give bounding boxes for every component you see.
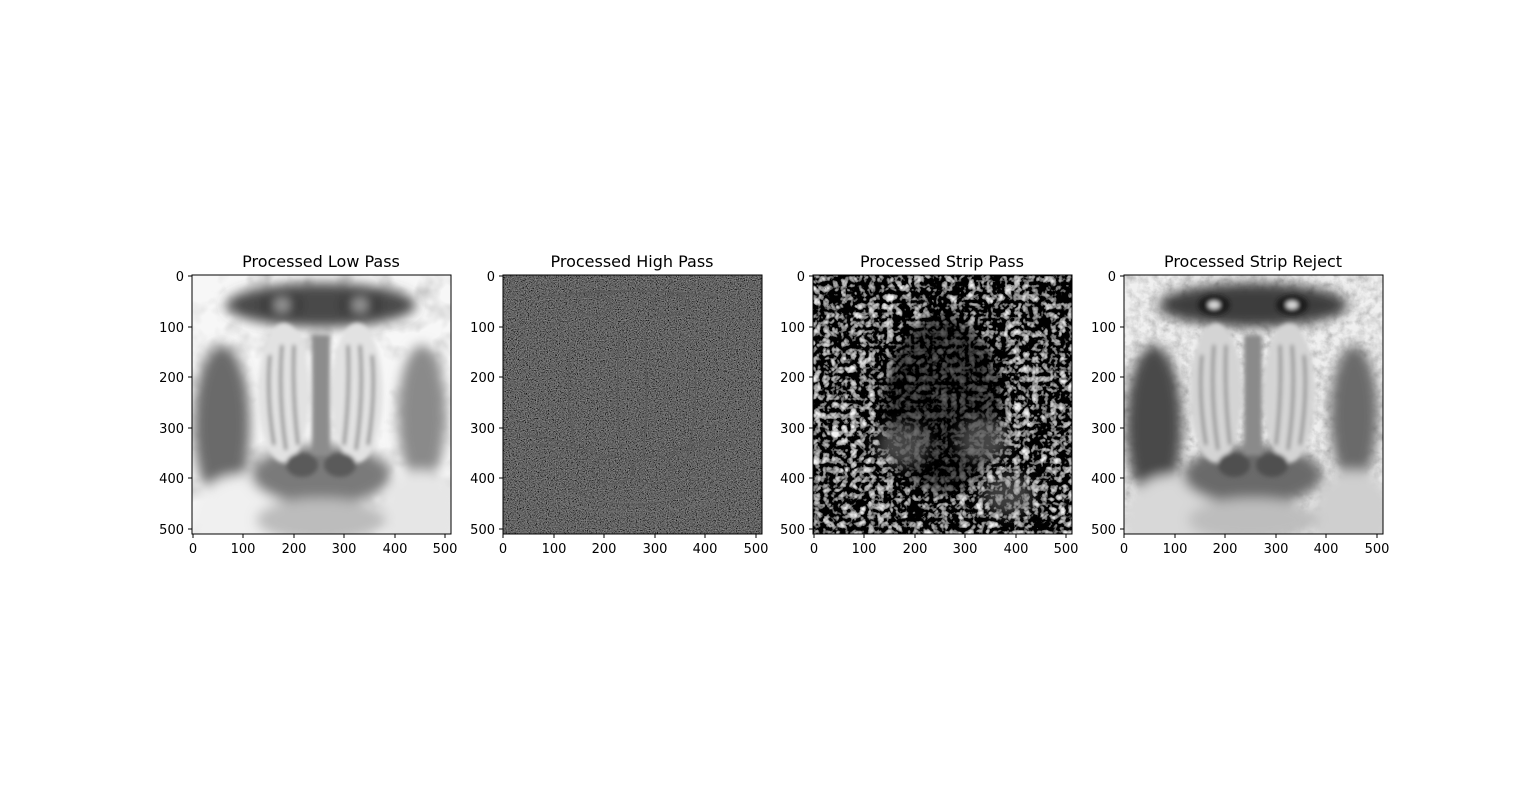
panel-low-pass: Processed Low Pass bbox=[159, 252, 458, 557]
y-tick-label: 100 bbox=[159, 321, 184, 336]
y-tick-label: 400 bbox=[1091, 472, 1116, 487]
y-tick-label: 500 bbox=[470, 523, 495, 538]
y-tick-label: 0 bbox=[487, 270, 495, 285]
panel-title-strip-pass: Processed Strip Pass bbox=[860, 252, 1024, 271]
x-tick-label: 200 bbox=[903, 542, 928, 557]
y-tick-label: 400 bbox=[470, 472, 495, 487]
y-axis-high-pass: 0 100 200 300 400 500 bbox=[470, 270, 503, 538]
y-tick-label: 0 bbox=[176, 270, 184, 285]
panel-image-strip-pass bbox=[813, 275, 1072, 534]
panel-high-pass: Processed High Pass bbox=[470, 252, 768, 557]
x-tick-label: 300 bbox=[332, 542, 357, 557]
y-tick-label: 300 bbox=[780, 422, 805, 437]
x-tick-label: 400 bbox=[383, 542, 408, 557]
x-axis-low-pass: 0 100 200 300 400 500 bbox=[189, 534, 458, 557]
x-tick-label: 500 bbox=[433, 542, 458, 557]
x-tick-label: 100 bbox=[231, 542, 256, 557]
x-tick-label: 200 bbox=[1213, 542, 1238, 557]
panel-title-low-pass: Processed Low Pass bbox=[242, 252, 400, 271]
x-tick-label: 500 bbox=[1365, 542, 1390, 557]
y-axis-low-pass: 0 100 200 300 400 500 bbox=[159, 270, 192, 538]
axes-frame-high-pass bbox=[502, 274, 763, 535]
x-tick-label: 200 bbox=[282, 542, 307, 557]
y-tick-label: 100 bbox=[780, 321, 805, 336]
y-tick-label: 400 bbox=[780, 472, 805, 487]
y-tick-label: 0 bbox=[1108, 270, 1116, 285]
x-tick-label: 300 bbox=[643, 542, 668, 557]
panel-strip-pass: Processed Strip Pass bbox=[780, 252, 1078, 557]
y-tick-label: 200 bbox=[159, 371, 184, 386]
panel-image-strip-reject bbox=[1124, 275, 1383, 534]
y-axis-strip-pass: 0 100 200 300 400 500 bbox=[780, 270, 813, 538]
axes-frame-strip-pass bbox=[812, 274, 1073, 535]
y-tick-label: 400 bbox=[159, 472, 184, 487]
y-axis-strip-reject: 0 100 200 300 400 500 bbox=[1091, 270, 1124, 538]
y-tick-label: 200 bbox=[780, 371, 805, 386]
x-tick-label: 400 bbox=[1314, 542, 1339, 557]
x-tick-label: 0 bbox=[189, 542, 197, 557]
x-tick-label: 100 bbox=[1163, 542, 1188, 557]
y-tick-label: 0 bbox=[797, 270, 805, 285]
y-tick-label: 300 bbox=[470, 422, 495, 437]
x-axis-strip-reject: 0 100 200 300 400 500 bbox=[1120, 534, 1390, 557]
x-tick-label: 100 bbox=[542, 542, 567, 557]
y-tick-label: 200 bbox=[470, 371, 495, 386]
panel-image-low-pass bbox=[192, 275, 451, 534]
y-tick-label: 300 bbox=[1091, 422, 1116, 437]
x-axis-strip-pass: 0 100 200 300 400 500 bbox=[810, 534, 1079, 557]
panel-title-strip-reject: Processed Strip Reject bbox=[1164, 252, 1342, 271]
panel-image-high-pass bbox=[503, 275, 762, 534]
x-tick-label: 300 bbox=[953, 542, 978, 557]
axes-frame-strip-reject bbox=[1123, 274, 1384, 535]
y-tick-label: 500 bbox=[1091, 523, 1116, 538]
y-tick-label: 500 bbox=[159, 523, 184, 538]
y-tick-label: 100 bbox=[1091, 321, 1116, 336]
y-tick-label: 500 bbox=[780, 523, 805, 538]
y-tick-label: 200 bbox=[1091, 371, 1116, 386]
x-tick-label: 500 bbox=[744, 542, 769, 557]
y-tick-label: 300 bbox=[159, 422, 184, 437]
x-tick-label: 400 bbox=[1004, 542, 1029, 557]
x-tick-label: 0 bbox=[810, 542, 818, 557]
x-axis-high-pass: 0 100 200 300 400 500 bbox=[499, 534, 769, 557]
x-tick-label: 0 bbox=[499, 542, 507, 557]
x-tick-label: 400 bbox=[693, 542, 718, 557]
x-tick-label: 200 bbox=[592, 542, 617, 557]
x-tick-label: 100 bbox=[852, 542, 877, 557]
axes-frame-low-pass bbox=[191, 274, 452, 535]
x-tick-label: 300 bbox=[1264, 542, 1289, 557]
y-tick-label: 100 bbox=[470, 321, 495, 336]
panel-strip-reject: Processed Strip Reject bbox=[1091, 252, 1390, 557]
x-tick-label: 500 bbox=[1054, 542, 1079, 557]
panel-title-high-pass: Processed High Pass bbox=[550, 252, 713, 271]
x-tick-label: 0 bbox=[1120, 542, 1128, 557]
